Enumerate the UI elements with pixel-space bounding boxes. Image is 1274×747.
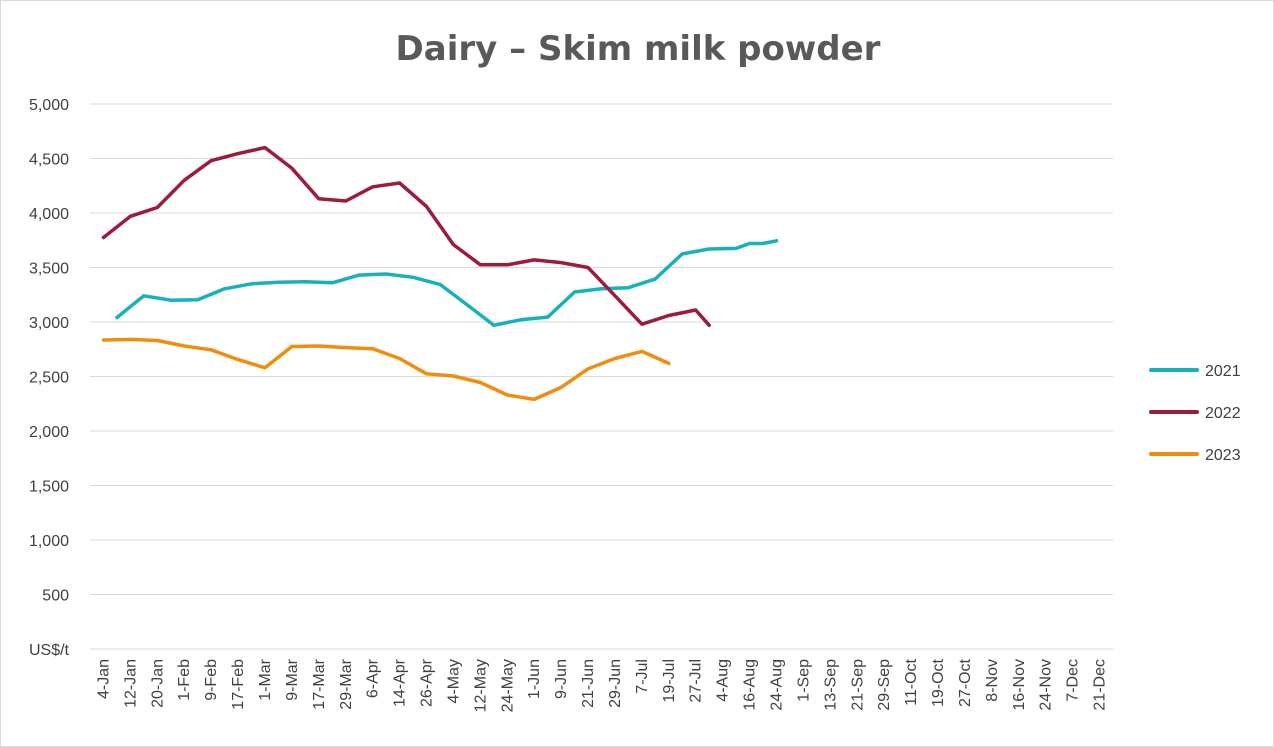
x-tick-label: 19-Jul [661,659,678,703]
x-tick-label: 19-Oct [930,658,947,707]
x-tick-label: 9-Feb [203,659,220,701]
x-tick-label: 16-Nov [1011,659,1028,711]
x-tick-label: 4-Aug [715,659,732,702]
y-tick-label: 5,000 [29,97,69,114]
y-tick-label: 4,500 [29,152,69,169]
series-line-2021 [115,239,779,328]
x-tick-label: 7-Dec [1065,659,1082,702]
x-tick-label: 9-Mar [284,658,301,700]
x-tick-label: 14-Apr [392,658,409,707]
legend-label-2021: 2021 [1205,363,1241,380]
x-tick-label: 8-Nov [984,659,1001,702]
y-tick-label: 3,500 [29,261,69,278]
series-lines [101,145,779,402]
series-line-2022 [101,145,711,328]
y-tick-label: 2,500 [29,370,69,387]
x-tick-label: 26-Apr [419,658,436,707]
x-tick-label: 4-May [445,659,462,703]
x-tick-label: 24-Nov [1038,659,1055,711]
x-tick-label: 29-Jun [607,659,624,708]
x-tick-label: 21-Dec [1092,659,1109,711]
x-axis-ticks: 4-Jan 12-Jan 20-Jan 1-Feb 9-Feb 17-Feb 1-Mar 9-… [95,658,1108,712]
x-tick-label: 1-Sep [795,659,812,702]
x-tick-label: 16-Aug [742,659,759,711]
y-tick-label: 3,000 [29,315,69,332]
x-tick-label: 24-May [499,659,516,712]
y-tick-label: US$/t [29,642,70,659]
x-tick-label: 4-Jan [95,659,112,699]
x-tick-label: 17-Feb [230,659,247,710]
y-tick-label: 500 [42,588,69,605]
legend-label-2022: 2022 [1205,405,1241,422]
x-tick-label: 24-Aug [768,659,785,711]
x-tick-label: 1-Mar [257,658,274,700]
x-tick-label: 29-Sep [876,659,893,711]
x-tick-label: 1-Jun [526,659,543,699]
legend-label-2023: 2023 [1205,447,1241,464]
x-tick-label: 27-Jul [688,659,705,703]
x-tick-label: 27-Oct [957,658,974,707]
x-tick-label: 6-Apr [365,658,382,698]
y-tick-label: 4,000 [29,206,69,223]
x-tick-label: 9-Jun [553,659,570,699]
x-tick-label: 12-Jan [122,659,139,708]
y-tick-label: 1,000 [29,533,69,550]
y-tick-label: 2,000 [29,424,69,441]
x-tick-label: 12-May [472,659,489,712]
x-tick-label: 1-Feb [176,659,193,701]
chart-title: Dairy – Skim milk powder [396,29,881,69]
x-tick-label: 13-Sep [822,659,839,711]
x-tick-label: 21-Sep [849,659,866,711]
series-line-2023 [101,337,671,402]
x-tick-label: 11-Oct [903,658,920,705]
x-tick-label: 17-Mar [311,658,328,709]
x-tick-label: 20-Jan [149,659,166,708]
gridlines [90,103,1113,650]
x-tick-label: 21-Jun [580,659,597,708]
legend: 2021 2022 2023 [1149,363,1241,464]
y-axis-ticks: US$/t 500 1,000 1,500 2,000 2,500 3,000 3,500 4,… [29,97,70,659]
y-tick-label: 1,500 [29,479,69,496]
x-tick-label: 29-Mar [338,658,355,709]
x-tick-label: 7-Jul [634,659,651,694]
